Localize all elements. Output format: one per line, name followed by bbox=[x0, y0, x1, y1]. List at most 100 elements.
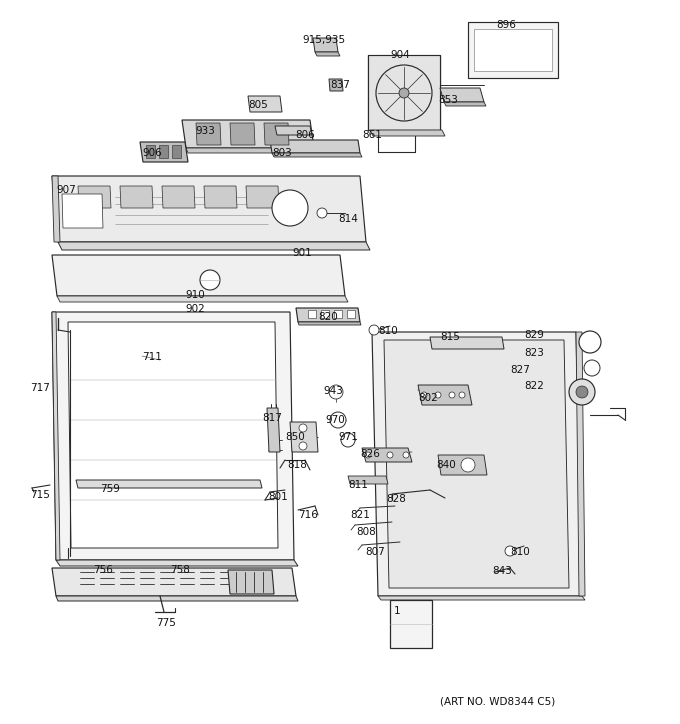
Polygon shape bbox=[56, 596, 298, 601]
Circle shape bbox=[403, 452, 409, 458]
Text: 910: 910 bbox=[185, 290, 205, 300]
Circle shape bbox=[329, 385, 343, 399]
Text: 823: 823 bbox=[524, 348, 544, 358]
Text: 717: 717 bbox=[30, 383, 50, 393]
Text: 810: 810 bbox=[378, 326, 398, 336]
Text: 808: 808 bbox=[356, 527, 376, 537]
Polygon shape bbox=[576, 332, 585, 596]
Polygon shape bbox=[368, 55, 440, 130]
Text: 803: 803 bbox=[272, 148, 292, 158]
Polygon shape bbox=[230, 123, 255, 145]
Text: 817: 817 bbox=[262, 413, 282, 423]
Text: 837: 837 bbox=[330, 80, 350, 90]
Text: 828: 828 bbox=[386, 494, 406, 504]
Text: (ART NO. WD8344 C5): (ART NO. WD8344 C5) bbox=[440, 696, 556, 706]
Circle shape bbox=[317, 208, 327, 218]
Polygon shape bbox=[182, 120, 314, 148]
Circle shape bbox=[505, 546, 515, 556]
Text: GE: GE bbox=[77, 208, 87, 214]
Polygon shape bbox=[196, 123, 221, 145]
Polygon shape bbox=[204, 186, 237, 208]
Polygon shape bbox=[418, 385, 472, 405]
Text: 826: 826 bbox=[360, 449, 380, 459]
Text: 933: 933 bbox=[195, 126, 215, 136]
Text: 758: 758 bbox=[170, 565, 190, 575]
Polygon shape bbox=[62, 194, 103, 228]
Polygon shape bbox=[315, 52, 340, 56]
Circle shape bbox=[584, 360, 600, 376]
Polygon shape bbox=[313, 38, 338, 52]
Text: 806: 806 bbox=[295, 130, 315, 140]
Polygon shape bbox=[290, 422, 318, 452]
Polygon shape bbox=[56, 560, 298, 566]
Text: 818: 818 bbox=[287, 460, 307, 470]
Circle shape bbox=[461, 458, 475, 472]
Text: 901: 901 bbox=[292, 248, 311, 258]
Polygon shape bbox=[52, 255, 345, 296]
Text: 759: 759 bbox=[100, 484, 120, 494]
Polygon shape bbox=[270, 140, 360, 153]
Polygon shape bbox=[440, 88, 484, 102]
Text: 907: 907 bbox=[56, 185, 75, 195]
Circle shape bbox=[341, 433, 355, 447]
Text: 805: 805 bbox=[248, 100, 268, 110]
Text: 904: 904 bbox=[390, 50, 410, 60]
Polygon shape bbox=[296, 308, 360, 322]
Circle shape bbox=[272, 190, 308, 226]
Circle shape bbox=[200, 270, 220, 290]
Polygon shape bbox=[228, 570, 274, 594]
Text: 801: 801 bbox=[268, 492, 288, 502]
Text: 815: 815 bbox=[440, 332, 460, 342]
Polygon shape bbox=[348, 476, 388, 484]
Circle shape bbox=[579, 331, 601, 353]
Polygon shape bbox=[78, 186, 111, 208]
Polygon shape bbox=[378, 596, 585, 600]
Polygon shape bbox=[308, 310, 316, 318]
Text: 821: 821 bbox=[350, 510, 370, 520]
Polygon shape bbox=[430, 337, 504, 349]
Polygon shape bbox=[272, 153, 362, 157]
Polygon shape bbox=[267, 408, 280, 452]
Text: 906: 906 bbox=[142, 148, 162, 158]
Polygon shape bbox=[57, 296, 348, 302]
Polygon shape bbox=[362, 448, 412, 462]
Polygon shape bbox=[298, 322, 361, 325]
Polygon shape bbox=[58, 242, 370, 250]
Text: 843: 843 bbox=[492, 566, 512, 576]
Text: 827: 827 bbox=[510, 365, 530, 375]
Polygon shape bbox=[347, 310, 355, 318]
Circle shape bbox=[449, 392, 455, 398]
Polygon shape bbox=[321, 310, 329, 318]
Polygon shape bbox=[474, 29, 552, 71]
Polygon shape bbox=[444, 102, 486, 106]
Circle shape bbox=[421, 392, 427, 398]
Text: 915,935: 915,935 bbox=[302, 35, 345, 45]
Text: 810: 810 bbox=[510, 547, 530, 557]
Polygon shape bbox=[264, 123, 289, 145]
Text: 775: 775 bbox=[156, 618, 176, 628]
Circle shape bbox=[569, 379, 595, 405]
Polygon shape bbox=[52, 176, 366, 242]
Text: 896: 896 bbox=[496, 20, 516, 30]
Polygon shape bbox=[52, 312, 294, 560]
Polygon shape bbox=[186, 148, 316, 153]
Text: 971: 971 bbox=[338, 432, 358, 442]
Polygon shape bbox=[372, 332, 582, 596]
Text: 943: 943 bbox=[323, 386, 343, 396]
Text: 840: 840 bbox=[436, 460, 456, 470]
Circle shape bbox=[435, 392, 441, 398]
Circle shape bbox=[399, 88, 409, 98]
Text: 902: 902 bbox=[185, 304, 205, 314]
Polygon shape bbox=[334, 310, 342, 318]
Text: 715: 715 bbox=[30, 490, 50, 500]
Polygon shape bbox=[146, 145, 155, 158]
Polygon shape bbox=[76, 480, 262, 488]
Polygon shape bbox=[162, 186, 195, 208]
Text: 711: 711 bbox=[142, 352, 162, 362]
Text: 970: 970 bbox=[325, 415, 345, 425]
Circle shape bbox=[459, 392, 465, 398]
Polygon shape bbox=[140, 142, 188, 162]
Circle shape bbox=[576, 386, 588, 398]
Text: 829: 829 bbox=[524, 330, 544, 340]
Circle shape bbox=[330, 412, 346, 428]
